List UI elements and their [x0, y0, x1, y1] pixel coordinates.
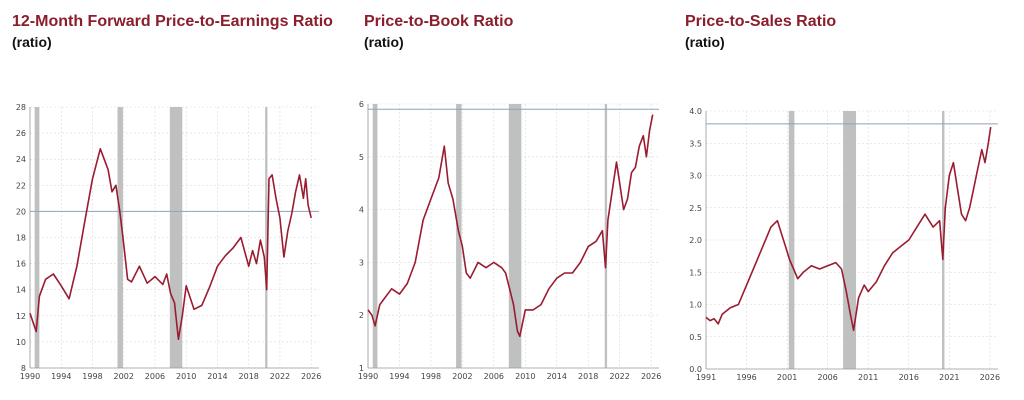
recession-band	[34, 107, 40, 368]
x-tick-label: 1998	[82, 372, 102, 381]
y-tick-label: 1	[359, 364, 364, 373]
chart-subtitle-pe: (ratio)	[12, 34, 52, 50]
x-tick-label: 2006	[484, 372, 504, 381]
x-tick-label: 1994	[389, 372, 409, 381]
y-tick-label: 2.5	[689, 204, 702, 213]
series-line	[367, 114, 654, 338]
x-tick-label: 2022	[270, 372, 290, 381]
x-tick-label: 1998	[421, 372, 441, 381]
x-tick-label: 2010	[176, 372, 196, 381]
y-tick-label: 1.0	[689, 301, 702, 310]
y-tick-label: 20	[16, 207, 26, 216]
series-line	[705, 126, 992, 332]
y-tick-label: 0.5	[689, 333, 702, 342]
y-tick-label: 3	[359, 258, 364, 267]
y-tick-label: 5	[359, 153, 364, 162]
x-tick-label: 2021	[939, 373, 959, 382]
x-tick-label: 2026	[641, 372, 661, 381]
y-tick-label: 3.0	[689, 172, 702, 181]
x-tick-label: 2002	[452, 372, 472, 381]
recession-band	[604, 104, 608, 368]
x-tick-label: 2010	[515, 372, 535, 381]
x-tick-label: 1996	[736, 373, 756, 382]
x-tick-label: 2006	[817, 373, 837, 382]
y-tick-label: 8	[21, 364, 26, 373]
recession-band	[456, 104, 462, 368]
y-tick-label: 1.5	[689, 268, 702, 277]
y-tick-label: 18	[16, 234, 26, 243]
recession-band	[117, 107, 123, 368]
x-tick-label: 2011	[858, 373, 878, 382]
x-tick-label: 2001	[777, 373, 797, 382]
y-tick-label: 4.0	[689, 107, 702, 116]
x-tick-label: 2002	[114, 372, 134, 381]
x-tick-label: 2014	[207, 372, 227, 381]
x-tick-label: 2014	[547, 372, 567, 381]
y-tick-label: 2	[359, 311, 364, 320]
x-tick-label: 2018	[239, 372, 259, 381]
chart-subtitle-ps: (ratio)	[685, 34, 725, 50]
x-tick-label: 2022	[609, 372, 629, 381]
y-tick-label: 12	[16, 312, 26, 321]
y-tick-label: 6	[359, 100, 364, 109]
x-tick-label: 1990	[20, 372, 40, 381]
series-line	[29, 148, 312, 341]
y-tick-label: 16	[16, 260, 26, 269]
x-tick-label: 1990	[358, 372, 378, 381]
y-tick-label: 22	[16, 181, 26, 190]
y-tick-label: 26	[16, 129, 26, 138]
x-tick-label: 2006	[145, 372, 165, 381]
x-tick-label: 1991	[696, 373, 716, 382]
x-tick-label: 2026	[301, 372, 321, 381]
chart-title-ps: Price-to-Sales Ratio	[685, 13, 837, 30]
chart-title-pe: 12-Month Forward Price-to-Earnings Ratio	[12, 13, 333, 30]
y-tick-label: 4	[359, 206, 364, 215]
x-tick-label: 2016	[899, 373, 919, 382]
y-tick-label: 0.0	[689, 365, 702, 374]
recession-band	[843, 111, 857, 369]
chart-title-pb: Price-to-Book Ratio	[364, 13, 514, 30]
recession-band	[508, 104, 522, 368]
x-tick-label: 1994	[51, 372, 71, 381]
recession-band	[265, 107, 268, 368]
y-tick-label: 14	[16, 286, 26, 295]
y-tick-label: 28	[16, 103, 26, 112]
recession-band	[788, 111, 795, 369]
y-tick-label: 10	[16, 338, 26, 347]
x-tick-label: 2026	[980, 373, 1000, 382]
y-tick-label: 3.5	[689, 139, 702, 148]
x-tick-label: 2018	[578, 372, 598, 381]
chart-subtitle-pb: (ratio)	[364, 34, 404, 50]
recession-band	[169, 107, 183, 368]
recession-band	[372, 104, 378, 368]
y-tick-label: 2.0	[689, 236, 702, 245]
y-tick-label: 24	[16, 155, 26, 164]
